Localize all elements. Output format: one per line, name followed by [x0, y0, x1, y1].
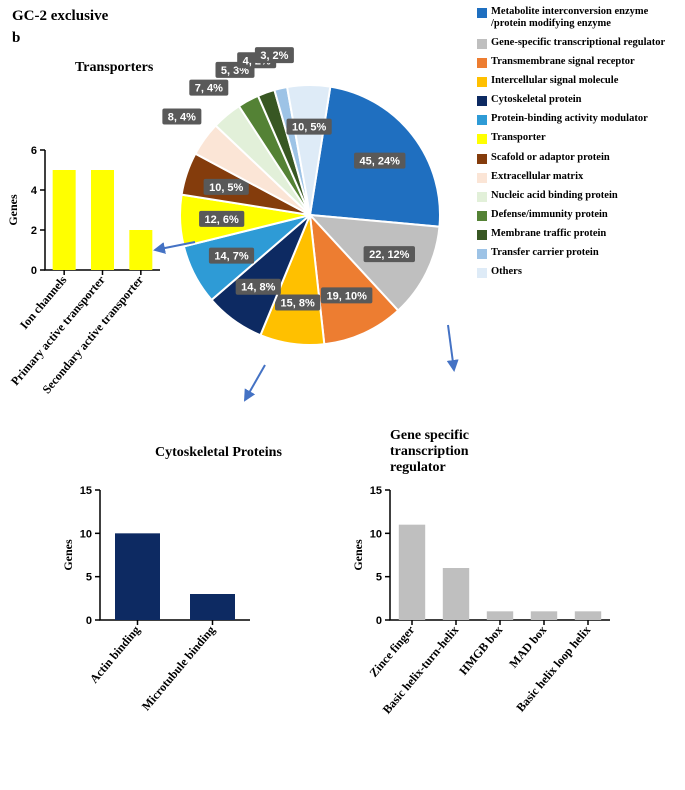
- x-category-label: Basic helix loop helix: [513, 623, 593, 714]
- y-tick-label: 6: [31, 145, 37, 157]
- cytoskeletal-bar-chart: 0 5 10 15 Genes Actin bindingMicrotubule bind…: [50, 470, 370, 790]
- y-tick-label: 5: [376, 572, 382, 584]
- pie-label: 19, 10%: [326, 290, 367, 302]
- y-axis-label: Genes: [61, 539, 75, 571]
- pie-label: 10, 5%: [209, 182, 243, 194]
- bar: [115, 533, 160, 620]
- bar: [129, 230, 152, 270]
- x-category-label: Actin binding: [87, 623, 143, 686]
- arrow-transporter: [150, 230, 200, 260]
- pie-label: 3, 2%: [260, 50, 288, 62]
- y-axis-label: Genes: [6, 194, 20, 226]
- y-tick-label: 10: [80, 528, 92, 540]
- pie-label: 14, 7%: [214, 251, 248, 263]
- x-category-label: Microtubule binding: [139, 623, 218, 713]
- x-category-label: HMGB box: [456, 623, 505, 678]
- bar: [53, 170, 76, 270]
- pie-label: 15, 8%: [281, 298, 315, 310]
- y-axis-label: Genes: [351, 539, 365, 571]
- y-tick-label: 4: [31, 185, 38, 197]
- y-tick-label: 5: [86, 572, 92, 584]
- bar: [443, 568, 469, 620]
- y-tick-label: 0: [31, 265, 37, 277]
- y-tick-label: 10: [370, 528, 382, 540]
- y-tick-label: 0: [376, 615, 382, 627]
- x-category-label: MAD box: [506, 623, 549, 671]
- regulator-title: Gene specific transcription regulator: [390, 428, 510, 476]
- pie-label: 14, 8%: [241, 282, 275, 294]
- pie-label: 45, 24%: [360, 156, 401, 168]
- bar: [399, 525, 425, 620]
- transporters-title: Transporters: [75, 60, 153, 76]
- bar: [575, 611, 601, 620]
- bar: [190, 594, 235, 620]
- x-category-label: Basic helix-turn-helix: [380, 623, 462, 717]
- arrow-regulator: [430, 320, 470, 380]
- arrow-cytoskeletal: [235, 360, 275, 410]
- y-tick-label: 15: [370, 485, 382, 497]
- pie-label: 10, 5%: [292, 122, 326, 134]
- pie-label: 22, 12%: [369, 249, 410, 261]
- bar: [487, 611, 513, 620]
- bar: [91, 170, 114, 270]
- regulator-bar-chart: 051015GenesZince fingerBasic helix-turn-…: [340, 470, 660, 790]
- y-tick-label: 0: [86, 615, 92, 627]
- y-tick-label: 2: [31, 225, 37, 237]
- y-tick-label: 15: [80, 485, 92, 497]
- pie-label: 12, 6%: [205, 214, 239, 226]
- cytoskeletal-title: Cytoskeletal Proteins: [155, 445, 282, 461]
- bar: [531, 611, 557, 620]
